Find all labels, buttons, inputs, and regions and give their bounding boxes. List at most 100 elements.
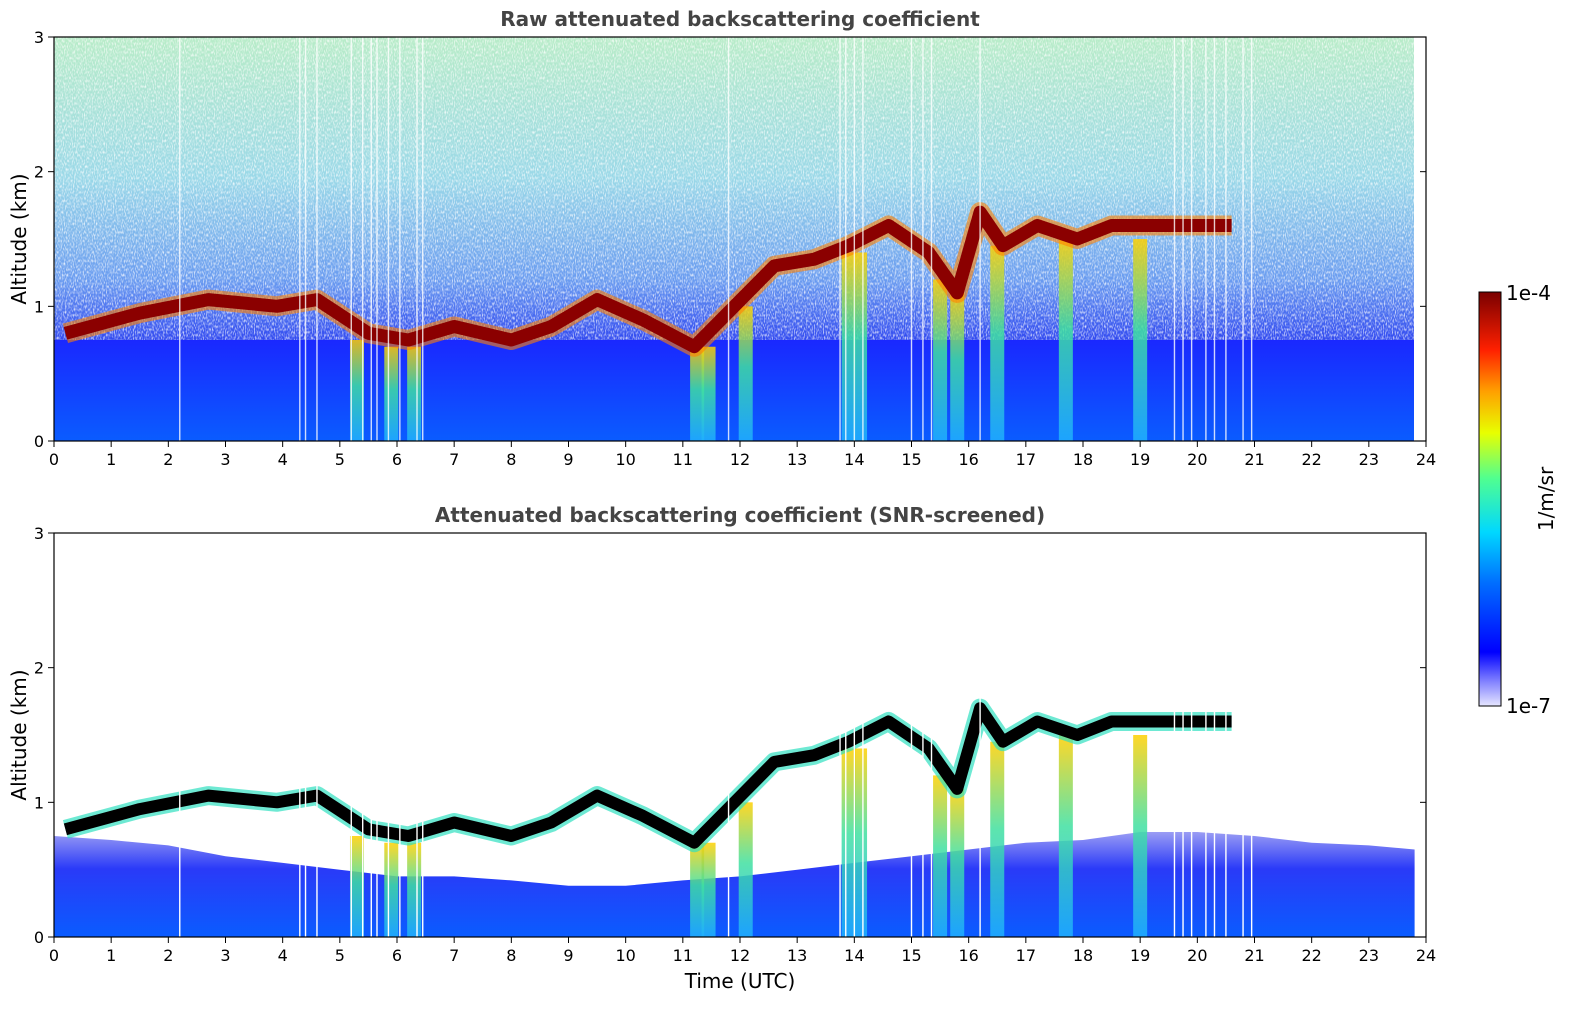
x-tick-label: 1 — [106, 450, 116, 469]
x-tick-label: 4 — [278, 450, 288, 469]
x-tick-label: 21 — [1244, 450, 1264, 469]
precipitation-curtain — [1058, 239, 1073, 441]
x-tick-label: 22 — [1301, 946, 1321, 965]
screened-panel-title: Attenuated backscattering coefficient (S… — [435, 503, 1045, 527]
x-tick-label: 3 — [220, 450, 230, 469]
x-tick-label: 24 — [1416, 450, 1436, 469]
y-tick-label: 1 — [34, 793, 44, 812]
screened-region — [278, 811, 311, 861]
x-tick-label: 16 — [958, 450, 978, 469]
precipitation-curtain — [1133, 735, 1148, 937]
screened-x-axis-label: Time (UTC) — [684, 969, 796, 993]
precipitation-curtain — [384, 842, 399, 937]
x-tick-label: 18 — [1073, 946, 1093, 965]
x-tick-label: 23 — [1359, 946, 1379, 965]
x-tick-label: 14 — [844, 450, 864, 469]
x-tick-label: 0 — [49, 946, 59, 965]
x-tick-label: 13 — [787, 946, 807, 965]
precipitation-curtain — [853, 748, 868, 937]
x-tick-label: 19 — [1130, 946, 1150, 965]
colorbar: 1e-4 1e-7 1/m/sr — [1478, 281, 1558, 718]
y-tick-label: 3 — [34, 524, 44, 543]
precipitation-curtain — [1133, 239, 1148, 441]
x-tick-label: 2 — [163, 946, 173, 965]
x-tick-label: 14 — [844, 946, 864, 965]
y-tick-label: 3 — [34, 28, 44, 47]
precipitation-curtain — [407, 346, 422, 441]
precipitation-curtain — [349, 340, 364, 441]
x-tick-label: 21 — [1244, 946, 1264, 965]
x-tick-label: 19 — [1130, 450, 1150, 469]
screened-y-axis-label: Altitude (km) — [7, 669, 31, 800]
x-tick-label: 11 — [673, 450, 693, 469]
precipitation-curtain — [950, 788, 965, 937]
x-tick-label: 24 — [1416, 946, 1436, 965]
y-tick-label: 2 — [34, 163, 44, 182]
raw-backscatter-panel: Raw attenuated backscattering coefficien… — [7, 7, 1436, 469]
x-tick-label: 20 — [1187, 946, 1207, 965]
x-tick-label: 16 — [958, 946, 978, 965]
precipitation-curtain — [407, 842, 422, 937]
x-tick-label: 7 — [449, 946, 459, 965]
y-tick-label: 2 — [34, 659, 44, 678]
precipitation-curtain — [701, 842, 716, 937]
precipitation-curtain — [738, 802, 753, 937]
precipitation-curtain — [1058, 735, 1073, 937]
x-tick-label: 9 — [563, 946, 573, 965]
screened-y-axis: 0 1 2 3 — [34, 524, 1426, 947]
colorbar-gradient — [1478, 291, 1502, 707]
x-tick-label: 17 — [1016, 946, 1036, 965]
x-tick-label: 6 — [392, 946, 402, 965]
x-tick-label: 12 — [730, 450, 750, 469]
precipitation-curtain — [690, 346, 705, 441]
x-tick-label: 10 — [615, 946, 635, 965]
y-tick-label: 1 — [34, 297, 44, 316]
precipitation-curtain — [384, 346, 399, 441]
screened-x-axis: 0 1 2 3 4 5 6 7 8 9 10 11 12 13 14 15 16 17 18 19 20 21 22 23 24 — [49, 937, 1436, 965]
y-tick-label: 0 — [34, 928, 44, 947]
x-tick-label: 4 — [278, 946, 288, 965]
x-tick-label: 1 — [106, 946, 116, 965]
colorbar-max-label: 1e-4 — [1506, 281, 1551, 305]
screened-region — [1025, 744, 1061, 820]
x-tick-label: 15 — [901, 946, 921, 965]
precipitation-curtain — [701, 346, 716, 441]
raw-y-axis: 0 1 2 3 — [34, 28, 1426, 451]
screened-region — [1074, 745, 1115, 832]
y-tick-label: 0 — [34, 432, 44, 451]
raw-heatmap-image — [54, 37, 1426, 441]
x-tick-label: 18 — [1073, 450, 1093, 469]
x-tick-label: 0 — [49, 450, 59, 469]
screened-region — [800, 761, 852, 857]
precipitation-curtain — [738, 306, 753, 441]
x-tick-label: 7 — [449, 450, 459, 469]
cloud-layer — [63, 205, 1232, 354]
x-tick-label: 11 — [673, 946, 693, 965]
raw-panel-title: Raw attenuated backscattering coefficien… — [500, 7, 980, 31]
x-tick-label: 22 — [1301, 450, 1321, 469]
x-tick-label: 9 — [563, 450, 573, 469]
x-tick-label: 17 — [1016, 450, 1036, 469]
x-tick-label: 15 — [901, 450, 921, 469]
x-tick-label: 5 — [335, 450, 345, 469]
cloud-layer — [63, 702, 1232, 849]
screened-heatmap-image — [54, 533, 1426, 937]
x-tick-label: 2 — [163, 450, 173, 469]
x-tick-label: 12 — [730, 946, 750, 965]
x-tick-label: 10 — [615, 450, 635, 469]
precipitation-curtain — [990, 245, 1005, 441]
precipitation-curtain — [933, 279, 948, 441]
x-tick-label: 23 — [1359, 450, 1379, 469]
x-tick-label: 8 — [506, 946, 516, 965]
raw-y-axis-label: Altitude (km) — [7, 173, 31, 304]
precipitation-curtain — [690, 842, 705, 937]
precipitation-curtain — [990, 741, 1005, 937]
raw-x-axis: 0 1 2 3 4 5 6 7 8 9 10 11 12 13 14 15 16 17 18 19 20 21 22 23 24 — [49, 441, 1436, 469]
screened-backscatter-panel: Attenuated backscattering coefficient (S… — [7, 503, 1436, 993]
precipitation-curtain — [853, 252, 868, 441]
screened-region — [577, 818, 629, 873]
x-tick-label: 6 — [392, 450, 402, 469]
x-tick-label: 3 — [220, 946, 230, 965]
colorbar-unit-label: 1/m/sr — [1534, 466, 1558, 531]
